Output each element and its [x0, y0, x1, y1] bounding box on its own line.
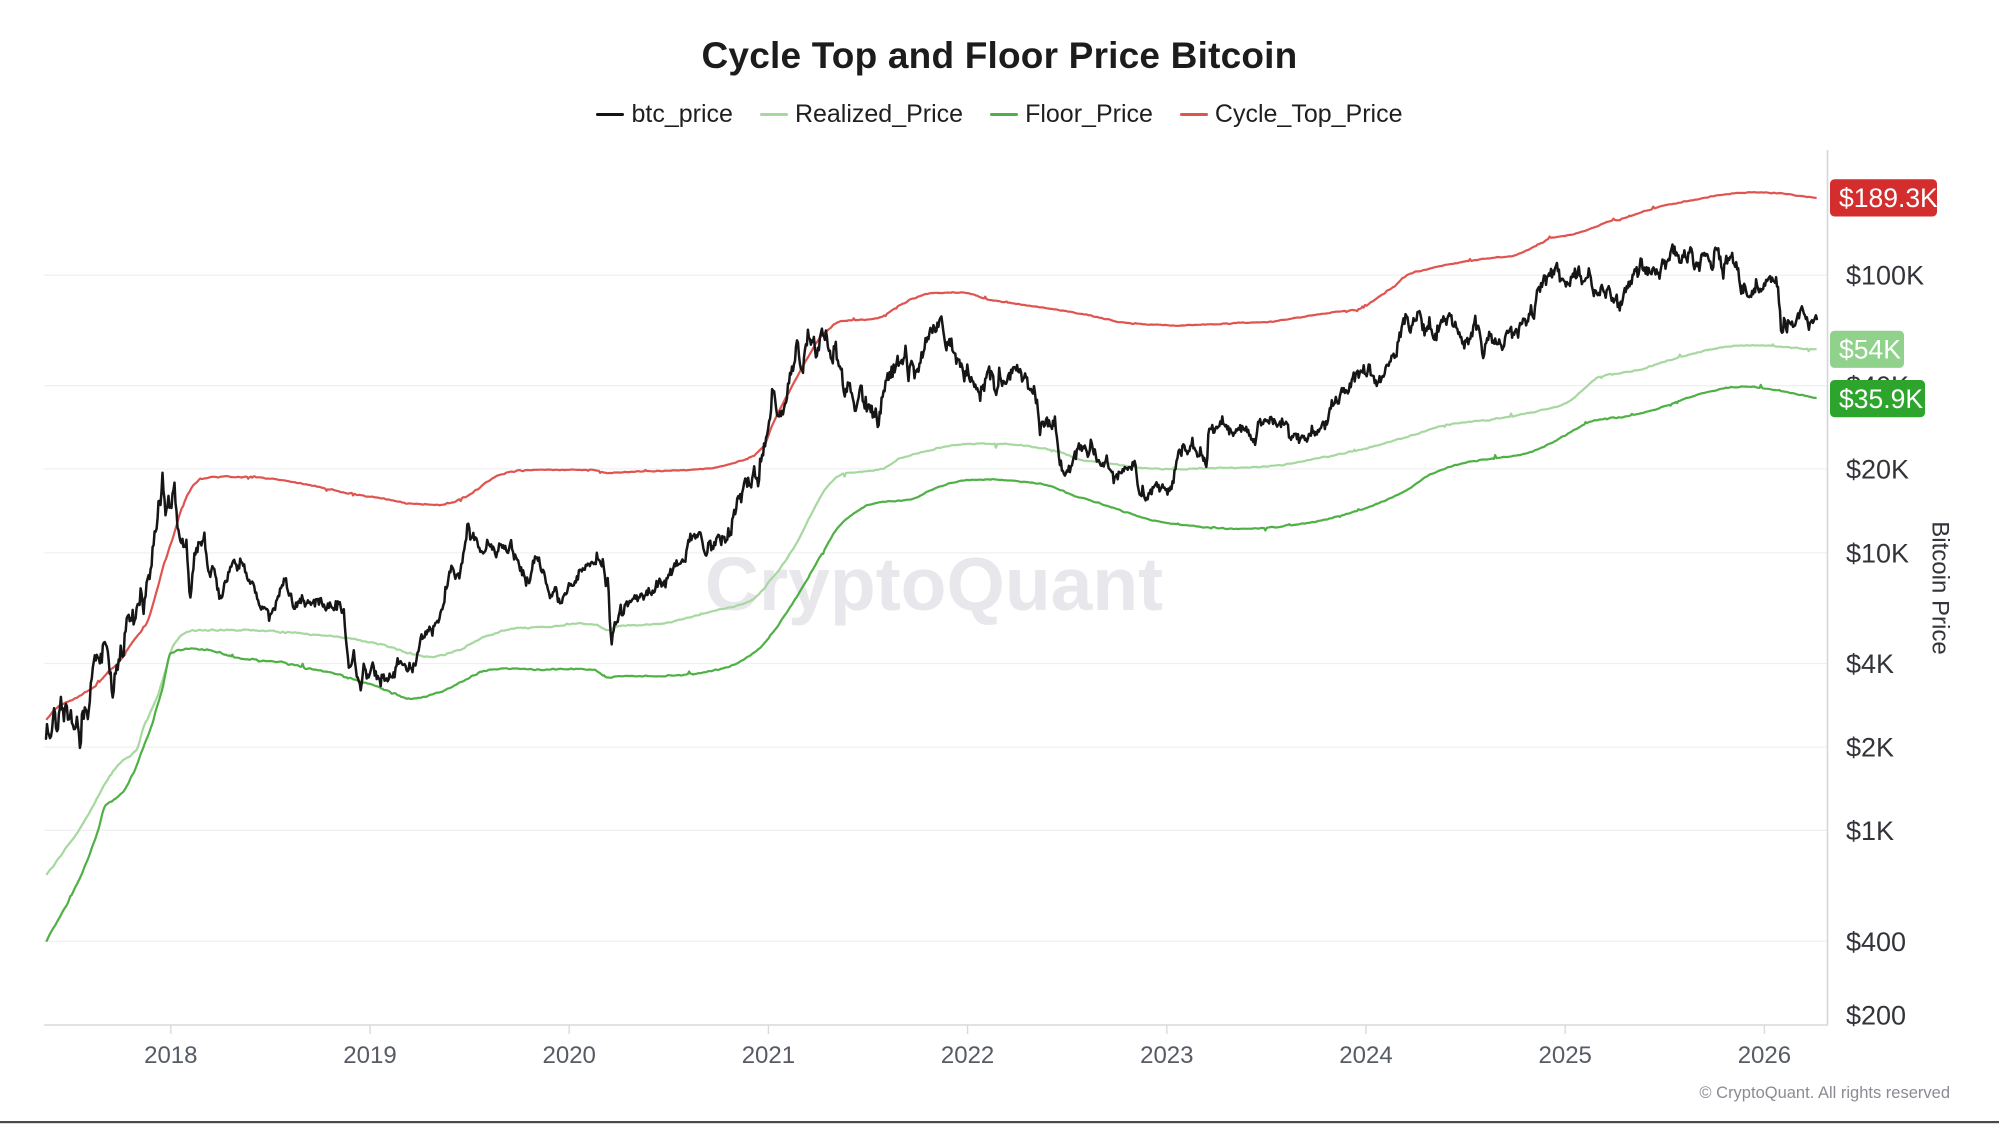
svg-text:2023: 2023 [1140, 1042, 1193, 1069]
svg-text:2022: 2022 [941, 1042, 994, 1069]
svg-text:2021: 2021 [742, 1042, 795, 1069]
svg-text:$100K: $100K [1846, 261, 1924, 291]
svg-text:© CryptoQuant. All rights rese: © CryptoQuant. All rights reserved [1699, 1084, 1950, 1102]
svg-text:$54K: $54K [1839, 335, 1901, 365]
svg-text:Bitcoin Price: Bitcoin Price [1927, 521, 1954, 654]
svg-text:$35.9K: $35.9K [1839, 384, 1923, 414]
svg-text:$400: $400 [1846, 927, 1906, 957]
svg-text:$1K: $1K [1846, 816, 1894, 846]
svg-text:2026: 2026 [1738, 1042, 1791, 1069]
svg-text:$10K: $10K [1846, 538, 1909, 568]
svg-text:2024: 2024 [1339, 1042, 1392, 1069]
svg-text:2018: 2018 [144, 1042, 197, 1069]
svg-text:$189.3K: $189.3K [1839, 183, 1938, 213]
svg-text:$20K: $20K [1846, 454, 1909, 484]
svg-text:$4K: $4K [1846, 649, 1894, 679]
svg-text:2025: 2025 [1539, 1042, 1592, 1069]
svg-text:2020: 2020 [543, 1042, 596, 1069]
svg-text:2019: 2019 [343, 1042, 396, 1069]
svg-text:$2K: $2K [1846, 733, 1894, 763]
svg-text:CryptoQuant: CryptoQuant [705, 542, 1163, 626]
svg-text:$200: $200 [1846, 1001, 1906, 1031]
